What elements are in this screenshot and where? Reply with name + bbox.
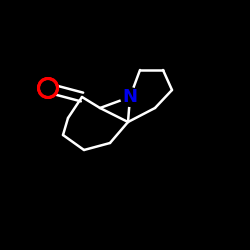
Text: N: N bbox=[122, 88, 138, 106]
Circle shape bbox=[39, 79, 57, 97]
Circle shape bbox=[120, 87, 140, 107]
